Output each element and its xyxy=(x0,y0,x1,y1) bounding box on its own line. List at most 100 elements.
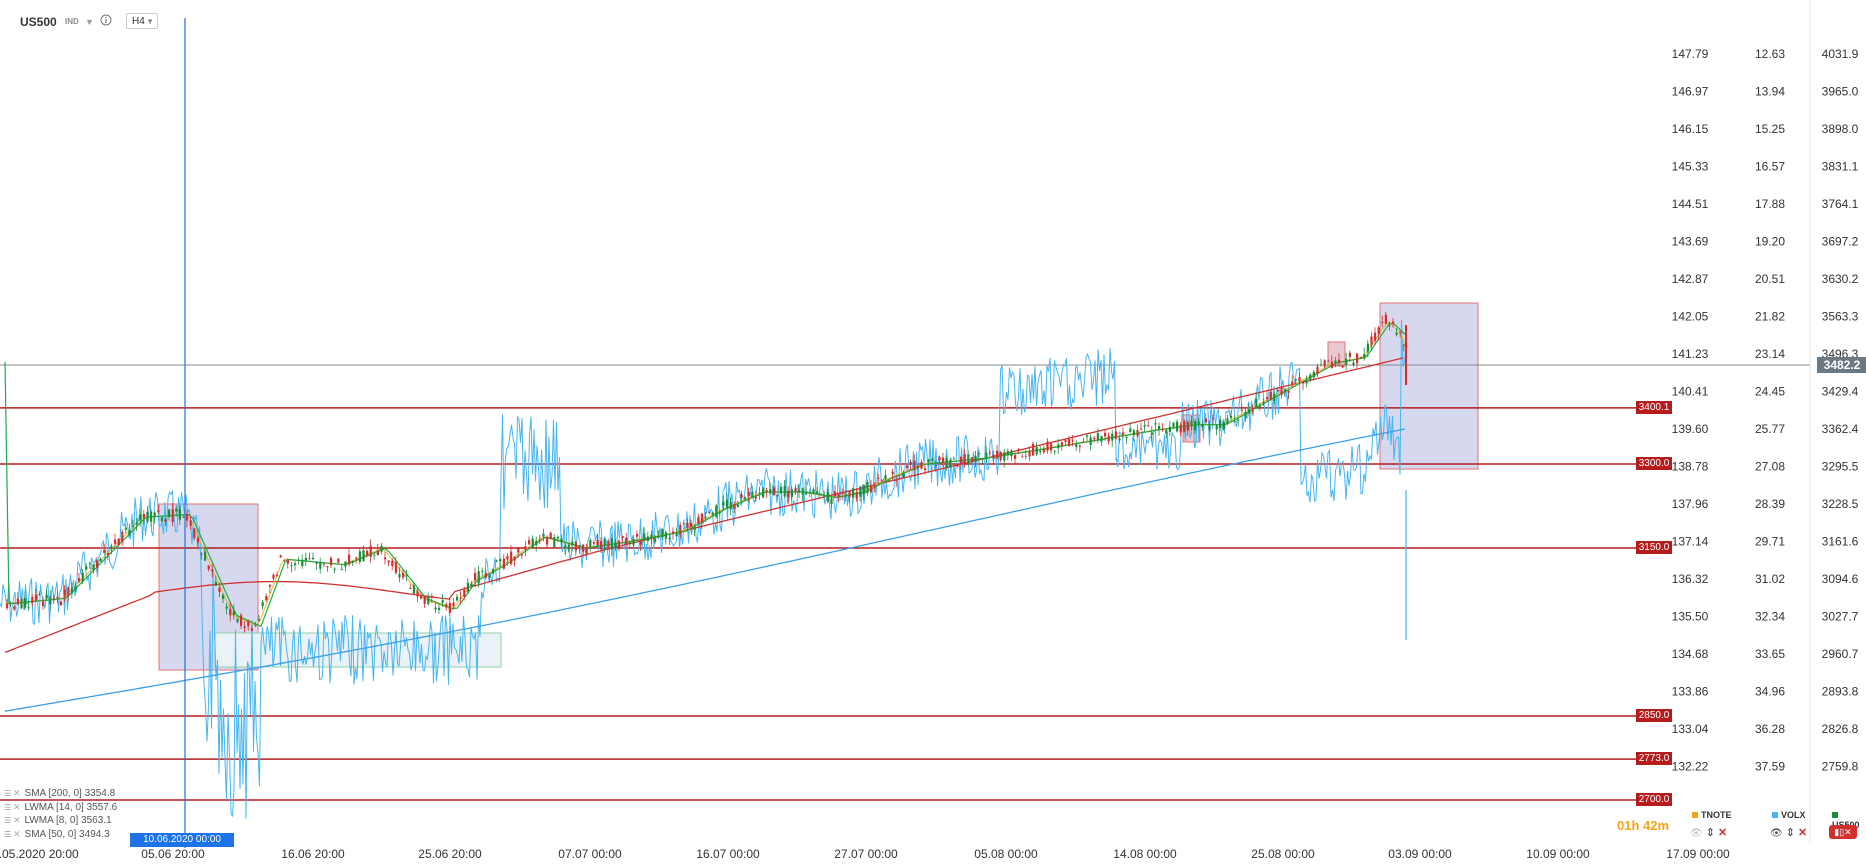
candle-up xyxy=(27,607,30,609)
settings-icon[interactable]: ☰ xyxy=(4,829,12,839)
candle-up xyxy=(1255,398,1258,408)
close-icon[interactable]: ✕ xyxy=(13,788,21,798)
volx-tick-label: 29.71 xyxy=(1755,535,1785,549)
candle-up xyxy=(175,508,178,512)
settings-icon[interactable]: ☰ xyxy=(4,802,12,812)
candle-up xyxy=(628,542,631,544)
settings-icon[interactable]: ☰ xyxy=(4,816,12,826)
close-icon[interactable]: ✕ xyxy=(1714,827,1728,839)
us500-candles xyxy=(6,311,1407,633)
candle-up xyxy=(985,452,988,460)
close-icon[interactable]: ✕ xyxy=(13,815,21,825)
legend-item[interactable]: ☰ ✕ SMA [50, 0] 3494.3 xyxy=(4,828,117,842)
candle-up xyxy=(110,545,113,550)
candle-up xyxy=(736,504,739,507)
candle-up xyxy=(477,571,480,584)
candle-up xyxy=(981,458,984,460)
candle-up xyxy=(128,530,131,536)
eye-icon[interactable]: 👁 xyxy=(1770,828,1783,839)
candle-down xyxy=(276,574,279,576)
tnote-tick-label: 136.32 xyxy=(1672,572,1709,586)
candle-down xyxy=(870,486,873,493)
candle-up xyxy=(610,538,613,550)
candle-up xyxy=(726,499,729,508)
candle-up xyxy=(1294,379,1297,381)
instrument-tnote[interactable]: TNOTE xyxy=(1692,810,1732,820)
candle-up xyxy=(751,491,754,497)
candle-down xyxy=(1082,441,1085,443)
candle-down xyxy=(402,573,405,578)
crosshair-time-label: 10.06.2020 00:00 xyxy=(130,833,234,847)
candle-down xyxy=(60,601,63,606)
tnote-tick-label: 139.60 xyxy=(1672,422,1709,436)
info-icon[interactable] xyxy=(100,14,112,26)
candle-down xyxy=(841,493,844,495)
us500-tick-label: 3295.5 xyxy=(1822,460,1859,474)
candle-down xyxy=(448,603,451,613)
candle-up xyxy=(146,511,149,522)
candle-down xyxy=(229,608,232,616)
us500-tick-label: 3831.1 xyxy=(1822,160,1859,174)
us500-tick-label: 2960.7 xyxy=(1822,647,1859,661)
sort-icon[interactable]: ⇕ xyxy=(1702,827,1715,839)
chevron-down-icon[interactable]: ▼ xyxy=(85,17,94,27)
candle-down xyxy=(960,456,963,464)
close-icon[interactable]: ✕ xyxy=(13,801,21,812)
candle-up xyxy=(668,537,671,539)
candle-up xyxy=(1334,360,1337,364)
legend-item[interactable]: ☰ ✕ SMA [200, 0] 3354.8 xyxy=(4,787,117,801)
candle-up xyxy=(132,526,135,528)
eye-icon[interactable]: 👁 xyxy=(1690,828,1703,839)
candle-up xyxy=(492,568,495,574)
candle-up xyxy=(38,594,41,596)
volx-series xyxy=(0,319,1408,819)
candle-down xyxy=(1370,336,1373,346)
time-tick-label: 05.08 00:00 xyxy=(974,847,1038,861)
candle-up xyxy=(571,541,574,546)
candle-up xyxy=(578,545,581,548)
close-icon[interactable]: ✕ xyxy=(13,828,21,839)
candle-up xyxy=(344,561,347,567)
legend-item[interactable]: ☰ ✕ LWMA [14, 0] 3557.6 xyxy=(4,801,117,815)
candle-down xyxy=(279,555,282,558)
tnote-tick-label: 137.14 xyxy=(1672,535,1709,549)
candle-up xyxy=(1053,450,1056,452)
tnote-tick-label: 141.23 xyxy=(1672,347,1709,361)
candle-down xyxy=(78,578,81,582)
color-swatch xyxy=(1772,812,1778,818)
symbol-label[interactable]: US500 xyxy=(20,15,57,29)
level-price-tag: 3150.0 xyxy=(1636,540,1672,554)
candle-up xyxy=(798,490,801,492)
candle-down xyxy=(772,487,775,496)
close-icon[interactable]: ✕ xyxy=(1794,827,1808,839)
settings-icon[interactable]: ☰ xyxy=(4,789,12,799)
timeframe-select[interactable]: H4 ▼ xyxy=(126,13,158,29)
legend-item[interactable]: ☰ ✕ LWMA [8, 0] 3563.1 xyxy=(4,814,117,828)
candle-up xyxy=(974,455,977,462)
time-tick-label: 05.06 20:00 xyxy=(141,847,205,861)
candle-down xyxy=(700,513,703,523)
instrument-volx[interactable]: VOLX xyxy=(1772,810,1806,820)
candle-up xyxy=(1143,425,1146,427)
candle-down xyxy=(618,540,621,550)
sort-icon[interactable]: ⇕ xyxy=(1782,827,1795,839)
candle-up xyxy=(844,494,847,497)
candle-down xyxy=(1384,314,1387,324)
candle-up xyxy=(762,488,765,497)
candle-down xyxy=(996,450,999,459)
candle-up xyxy=(1226,418,1229,424)
candle-up xyxy=(9,603,12,605)
candle-up xyxy=(358,551,361,563)
candle-down xyxy=(1298,377,1301,382)
candles-icon[interactable]: ▮▯✕ xyxy=(1829,825,1857,839)
candle-down xyxy=(697,517,700,524)
candle-up xyxy=(531,538,534,548)
candle-up xyxy=(398,573,401,578)
candle-up xyxy=(232,610,235,615)
volx-tick-label: 17.88 xyxy=(1755,197,1785,211)
candle-up xyxy=(222,594,225,599)
candle-down xyxy=(1402,344,1405,346)
candle-down xyxy=(366,550,369,556)
candle-up xyxy=(236,618,239,623)
